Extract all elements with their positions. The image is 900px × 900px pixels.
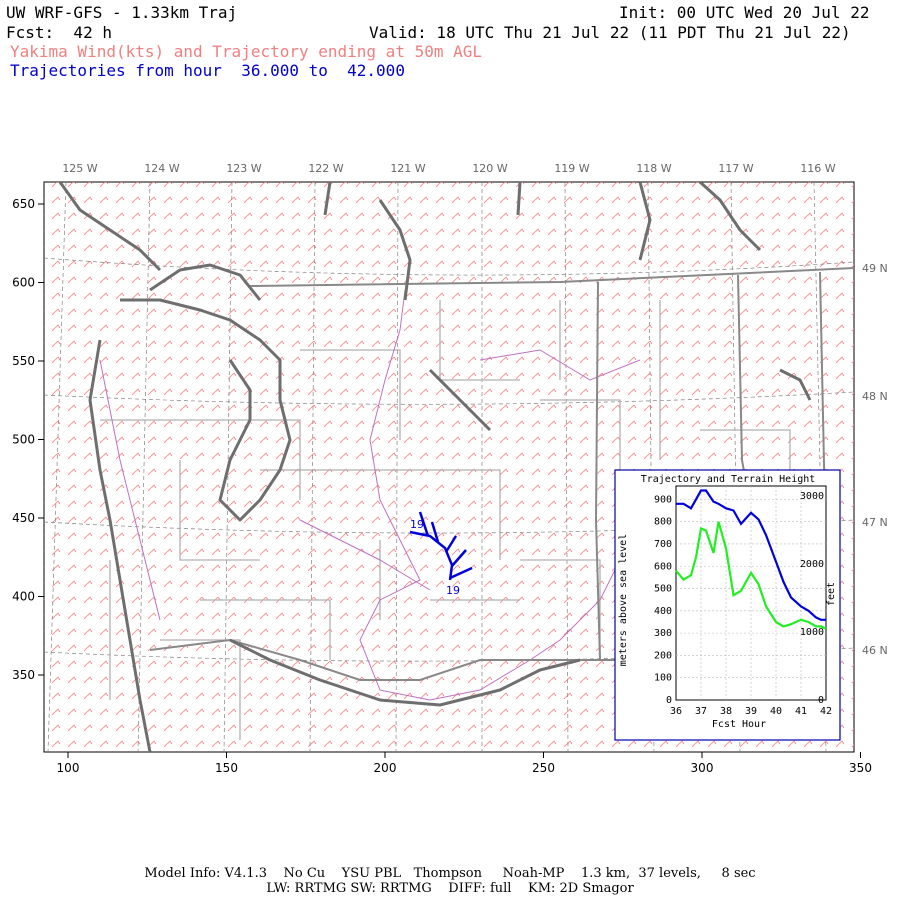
map-x-tick-label: 250	[532, 761, 555, 775]
inset-x-tick-label: 42	[820, 706, 832, 717]
inset-grid	[676, 486, 826, 700]
inset-left-tick-label: 100	[654, 673, 672, 684]
inset-x-ticks: 36 37 38 39 40 41 42	[670, 706, 832, 717]
init-time: Init: 00 UTC Wed 20 Jul 22	[619, 3, 870, 22]
latitude-label: 47 N	[862, 516, 888, 529]
map-y-tick-label: 450	[12, 511, 35, 525]
inset-x-tick-label: 40	[770, 706, 782, 717]
inset-ylabel-left: meters above sea level	[618, 534, 629, 666]
longitude-label: 121 W	[390, 162, 425, 175]
longitude-label: 122 W	[308, 162, 343, 175]
rivers	[99, 289, 641, 701]
inset-left-tick-label: 200	[654, 650, 672, 661]
latitude-labels: 49 N 48 N 47 N 46 N	[862, 262, 888, 657]
longitude-label: 118 W	[636, 162, 671, 175]
longitude-label: 120 W	[472, 162, 507, 175]
map-y-tick-label: 650	[12, 197, 35, 211]
trajectory-end-label: 19	[446, 584, 460, 597]
inset-left-tick-label: 400	[654, 606, 672, 617]
inset-right-tick-label: 3000	[800, 491, 824, 502]
inset-left-tick-label: 600	[654, 561, 672, 572]
inset-right-tick-label: 0	[818, 695, 824, 706]
inset-x-tick-label: 36	[670, 706, 682, 717]
map-x-tick-label: 300	[691, 761, 714, 775]
longitude-labels: 125 W 124 W 123 W 122 W 121 W 120 W 119 W 118 W…	[62, 162, 835, 175]
map-y-tick-label: 600	[12, 276, 35, 290]
latitude-label: 46 N	[862, 644, 888, 657]
valid-time: Valid: 18 UTC Thu 21 Jul 22 (11 PDT Thu …	[369, 23, 851, 42]
map-y-ticks: 650 600 550 500 450 400 350	[12, 197, 44, 682]
model-title: UW WRF-GFS - 1.33km Traj	[6, 3, 238, 22]
terrain-height-line	[675, 521, 827, 630]
map-x-ticks: 100150200250300350400450500550	[57, 752, 872, 775]
longitude-label: 124 W	[144, 162, 179, 175]
trajectory-range: Trajectories from hour 36.000 to 42.000	[10, 61, 405, 80]
trajectory-start-label: 19	[410, 518, 424, 531]
map-y-tick-label: 350	[12, 668, 35, 682]
inset-left-tick-label: 700	[654, 539, 672, 550]
inset-x-tick-label: 37	[695, 706, 707, 717]
inset-lines	[675, 489, 827, 630]
map-y-tick-label: 550	[12, 354, 35, 368]
forecast-hour: Fcst: 42 h	[6, 23, 112, 42]
footer-model-info: Model Info: V4.1.3 No Cu YSU PBL Thompso…	[144, 866, 756, 881]
inset-left-tick-label: 500	[654, 584, 672, 595]
longitude-label: 123 W	[226, 162, 261, 175]
footer-physics-info: LW: RRTMG SW: RRTMG DIFF: full KM: 2D Sm…	[266, 881, 634, 896]
county-lines	[100, 300, 791, 740]
inset-right-ticks: 3000 2000 1000 0	[800, 491, 824, 706]
inset-left-tick-label: 0	[666, 695, 672, 706]
inset-panel: Trajectory and Terrain Height 900 800 700 6…	[614, 469, 841, 741]
longitude-label: 117 W	[718, 162, 753, 175]
inset-right-tick-label: 1000	[800, 627, 824, 638]
latitude-label: 49 N	[862, 262, 888, 275]
lon-grid	[47, 182, 827, 752]
inset-title: Trajectory and Terrain Height	[641, 474, 816, 485]
inset-left-tick-label: 800	[654, 517, 672, 528]
inset-x-tick-label: 38	[720, 706, 732, 717]
map-x-tick-label: 100	[57, 761, 80, 775]
inset-x-tick-label: 41	[795, 706, 807, 717]
inset-right-tick-label: 2000	[800, 559, 824, 570]
latitude-label: 48 N	[862, 390, 888, 403]
map-y-tick-label: 400	[12, 590, 35, 604]
inset-x-tick-label: 39	[745, 706, 757, 717]
map-x-tick-label: 350	[849, 761, 872, 775]
inset-left-tick-label: 300	[654, 628, 672, 639]
longitude-label: 125 W	[62, 162, 97, 175]
map-x-tick-label: 200	[374, 761, 397, 775]
inset-left-tick-label: 900	[654, 494, 672, 505]
map-y-tick-label: 500	[12, 433, 35, 447]
coastline	[58, 182, 812, 752]
map-x-tick-label: 150	[215, 761, 238, 775]
inset-xlabel: Fcst Hour	[712, 719, 766, 730]
inset-left-ticks: 900 800 700 600 500 400 300 200 100 0	[654, 494, 672, 706]
product-title: Yakima Wind(kts) and Trajectory ending a…	[10, 42, 483, 61]
trajectory-height-line	[676, 489, 826, 621]
longitude-label: 116 W	[800, 162, 835, 175]
trajectory-path	[409, 511, 473, 581]
longitude-label: 119 W	[554, 162, 589, 175]
inset-ylabel-right: feet	[826, 582, 837, 606]
